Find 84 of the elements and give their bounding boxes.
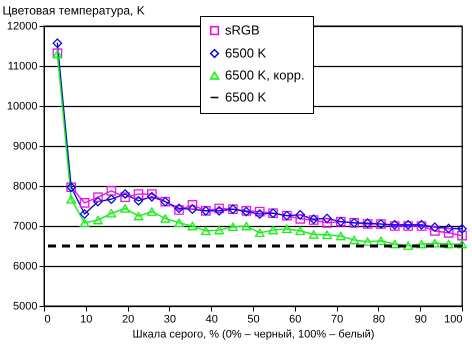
point [80, 209, 90, 219]
point [188, 204, 198, 214]
point [295, 214, 306, 224]
point [430, 238, 440, 248]
point [322, 230, 332, 240]
x-tick-label: 10 [80, 314, 92, 326]
point [147, 207, 157, 216]
point [134, 189, 144, 199]
point [457, 230, 467, 240]
point [120, 204, 130, 213]
point [403, 241, 413, 250]
point [93, 216, 103, 224]
legend-label: sRGB [225, 22, 260, 38]
y-tick-label: 5000 [13, 300, 38, 312]
point [430, 226, 440, 236]
y-tick-label: 6000 [13, 260, 38, 272]
point [430, 222, 440, 232]
x-tick-label: 100 [444, 314, 462, 326]
legend-label: 6500 K [225, 90, 267, 104]
point [254, 228, 264, 238]
point [376, 236, 386, 246]
point [52, 38, 62, 48]
y-axis-title: Цветовая температура, K [2, 4, 145, 18]
point [295, 226, 306, 236]
point [228, 222, 238, 232]
point [362, 237, 372, 246]
x-tick-label: 0 [44, 314, 51, 326]
point [147, 192, 157, 202]
x-tick-label: 90 [414, 314, 427, 326]
point [120, 192, 130, 202]
point [106, 186, 116, 196]
x-tick-label: 40 [206, 314, 218, 326]
point [188, 200, 198, 210]
point [457, 224, 467, 234]
x-tick-label: 60 [289, 314, 302, 326]
point [308, 230, 318, 239]
point [80, 198, 90, 208]
point [134, 196, 144, 206]
point [93, 192, 103, 202]
legend-label: 6500 K [225, 46, 267, 60]
point [80, 218, 90, 228]
point [147, 189, 157, 199]
point [66, 194, 76, 204]
y-tick-label: 10000 [6, 100, 38, 112]
point [444, 224, 454, 234]
point [322, 214, 332, 224]
point [93, 196, 103, 206]
point [336, 232, 346, 240]
point [268, 226, 278, 234]
point [457, 240, 467, 248]
point [106, 208, 116, 218]
point [390, 240, 400, 248]
point [322, 218, 332, 228]
y-tick-label: 12000 [6, 20, 38, 32]
point [214, 226, 224, 234]
x-tick-label: 50 [247, 314, 260, 326]
x-tick-label: 30 [164, 314, 176, 326]
y-tick-label: 7000 [13, 220, 38, 232]
point [444, 228, 454, 238]
y-tick-label: 9000 [13, 140, 38, 152]
point [120, 189, 130, 199]
x-tick-label: 70 [330, 314, 344, 326]
point [295, 210, 306, 220]
point [349, 236, 359, 244]
x-tick-label: 20 [122, 314, 134, 326]
point [282, 224, 292, 234]
y-tick-label: 11000 [8, 60, 38, 72]
y-tick-label: 8000 [13, 180, 38, 192]
point [188, 222, 198, 230]
point [254, 209, 264, 219]
legend-label: 6500 K, корр. [225, 68, 305, 82]
x-axis-title: Шкала серого, % (0% – черный, 100% – белый) [132, 328, 374, 340]
point [444, 240, 454, 248]
point [242, 222, 252, 230]
point [214, 204, 224, 214]
point [106, 194, 116, 204]
point [134, 212, 144, 220]
x-tick-label: 80 [372, 314, 386, 326]
point [174, 218, 184, 228]
point [416, 240, 426, 248]
point [254, 206, 264, 216]
point [214, 206, 224, 216]
point [160, 214, 170, 223]
point [200, 226, 211, 236]
